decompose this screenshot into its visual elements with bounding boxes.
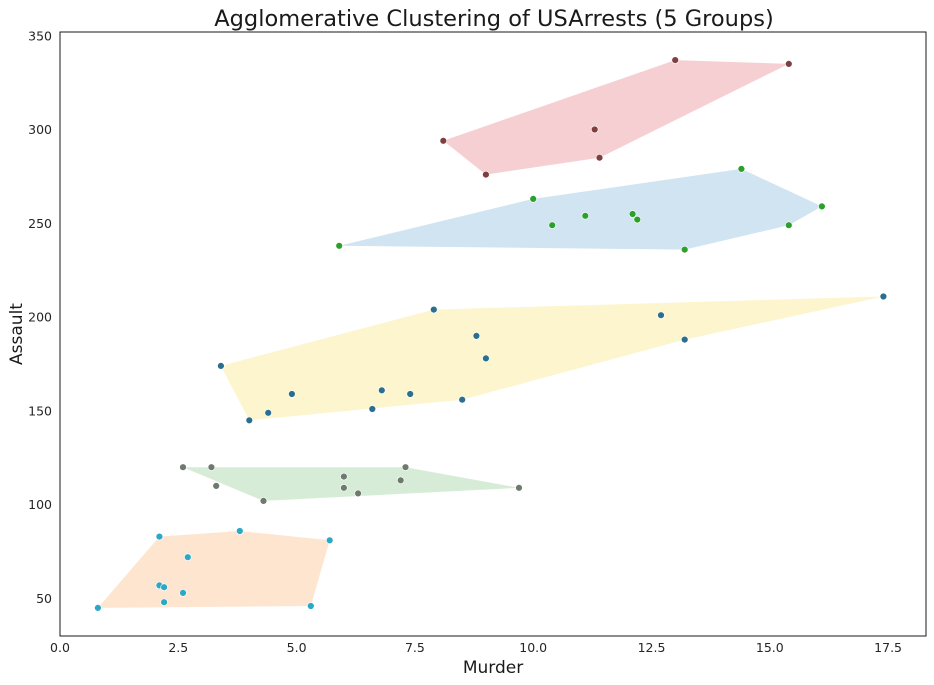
group-1-hull (443, 60, 789, 175)
group-2-point-6 (633, 215, 641, 224)
x-tick-label: 15.0 (756, 640, 784, 655)
group-5-point-3 (326, 536, 334, 544)
x-tick-label: 7.5 (405, 640, 425, 655)
group-4-point-3 (401, 463, 410, 471)
group-5-point-2 (155, 532, 164, 541)
x-tick-label: 0.0 (50, 640, 70, 655)
group-3-point-7 (217, 362, 225, 370)
group-5-hull (97, 531, 330, 608)
group-4-point-2 (207, 463, 216, 471)
group-3-point-2 (430, 305, 438, 314)
y-tick-label: 350 (28, 28, 52, 43)
group-5-point-1 (236, 527, 244, 535)
group-3-point-3 (657, 311, 665, 319)
group-3-point-9 (288, 390, 296, 398)
group-2-point-3 (818, 202, 826, 211)
y-tick-label: 250 (28, 216, 52, 231)
group-3-point-1 (879, 292, 888, 301)
x-tick-label: 12.5 (638, 640, 666, 655)
group-4-point-10 (259, 497, 268, 505)
group-5-point-4 (184, 553, 192, 561)
group-5-point-8 (160, 598, 168, 606)
cluster-hulls (97, 60, 884, 608)
group-2-point-5 (628, 210, 637, 218)
group-3-point-11 (458, 396, 466, 404)
group-5-point-7 (179, 589, 187, 597)
group-4-point-5 (397, 476, 405, 484)
group-4-point-7 (340, 484, 348, 492)
group-3-hull (220, 296, 884, 421)
group-2-point-2 (529, 195, 537, 203)
group-4-point-8 (515, 484, 523, 492)
y-tick-label: 200 (28, 310, 52, 325)
group-3-point-14 (245, 416, 254, 424)
group-1-point-5 (595, 154, 604, 162)
group-2-point-10 (680, 245, 689, 254)
group-3-point-8 (378, 386, 386, 394)
group-4-point-9 (354, 489, 362, 498)
group-4-point-4 (340, 472, 348, 481)
group-1-point-6 (482, 170, 490, 179)
group-5-point-10 (94, 604, 102, 612)
group-2-point-9 (335, 242, 343, 250)
x-tick-label: 10.0 (519, 640, 547, 655)
group-1-point-3 (590, 125, 599, 134)
y-axis-ticks: 50 100 150 200 250 300 350 (28, 28, 52, 606)
group-3-point-13 (264, 409, 272, 417)
chart-title: Agglomerative Clustering of USArrests (5… (214, 6, 773, 32)
y-tick-label: 100 (28, 497, 52, 512)
group-2-point-1 (737, 165, 746, 173)
group-2-point-8 (785, 221, 793, 229)
y-tick-label: 150 (28, 403, 52, 418)
group-1-point-2 (785, 60, 793, 68)
group-3-point-10 (406, 390, 414, 398)
x-tick-label: 2.5 (168, 640, 188, 655)
y-tick-label: 300 (28, 122, 52, 137)
group-3-point-12 (368, 405, 376, 413)
group-3-point-5 (680, 335, 689, 344)
group-1-point-1 (671, 56, 679, 64)
x-axis-label: Murder (463, 658, 523, 678)
group-3-point-4 (472, 332, 481, 340)
group-2-hull (339, 168, 822, 250)
group-3-point-6 (482, 354, 490, 363)
x-tick-label: 17.5 (874, 640, 902, 655)
group-2-point-4 (581, 212, 589, 220)
plot-frame (59, 31, 927, 637)
cluster-points (94, 56, 888, 612)
x-tick-label: 5.0 (287, 640, 307, 655)
group-2-point-7 (548, 221, 556, 229)
group-4-point-6 (212, 482, 220, 490)
y-axis-label: Assault (7, 303, 27, 365)
group-5-point-6 (160, 583, 168, 591)
y-tick-label: 50 (36, 591, 52, 606)
group-1-point-4 (439, 137, 447, 145)
group-4-hull (183, 467, 519, 501)
group-4-point-1 (179, 463, 187, 471)
group-5-point-9 (307, 602, 315, 610)
x-axis-ticks: 0.0 2.5 5.0 7.5 10.0 12.5 15.0 17.5 (50, 640, 902, 655)
